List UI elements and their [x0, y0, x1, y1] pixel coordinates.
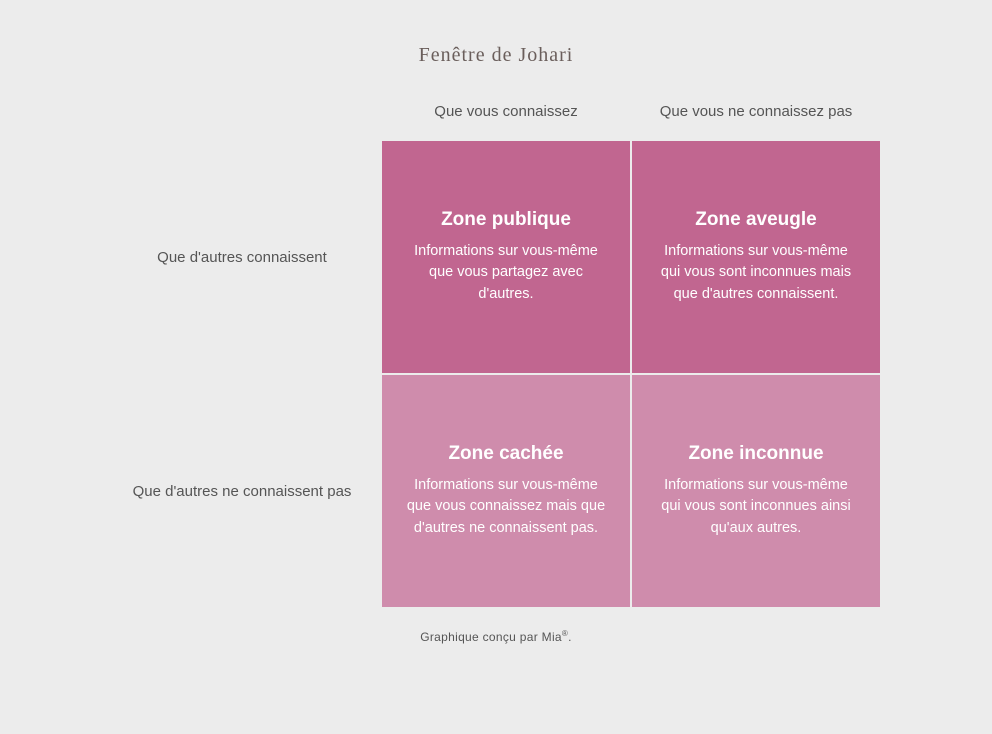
johari-grid: Que vous connaissez Que vous ne connaiss… [112, 101, 880, 607]
quadrant-unknown-title: Zone inconnue [688, 443, 823, 465]
johari-window-diagram: Fenêtre de Johari Que vous connaissez Qu… [0, 0, 992, 734]
grid-corner-spacer [112, 101, 380, 139]
quadrant-blind-title: Zone aveugle [695, 209, 816, 231]
row-header-known-to-others: Que d'autres connaissent [112, 141, 380, 373]
quadrant-unknown: Zone inconnue Informations sur vous-même… [632, 375, 880, 607]
attribution-suffix: . [568, 630, 572, 644]
quadrant-blind-desc: Informations sur vous-même qui vous sont… [654, 241, 858, 304]
quadrant-public: Zone publique Informations sur vous-même… [382, 141, 630, 373]
diagram-title: Fenêtre de Johari [419, 44, 574, 67]
quadrant-hidden: Zone cachée Informations sur vous-même q… [382, 375, 630, 607]
quadrant-hidden-title: Zone cachée [448, 443, 563, 465]
quadrant-public-desc: Informations sur vous-même que vous part… [404, 241, 608, 304]
attribution-text: Graphique conçu par Mia [420, 630, 562, 644]
row-header-unknown-to-others: Que d'autres ne connaissent pas [112, 375, 380, 607]
quadrant-unknown-desc: Informations sur vous-même qui vous sont… [654, 475, 858, 538]
diagram-attribution: Graphique conçu par Mia®. [420, 629, 572, 644]
column-header-known-to-self: Que vous connaissez [382, 101, 630, 139]
quadrant-blind: Zone aveugle Informations sur vous-même … [632, 141, 880, 373]
quadrant-hidden-desc: Informations sur vous-même que vous conn… [404, 475, 608, 538]
column-header-unknown-to-self: Que vous ne connaissez pas [632, 101, 880, 139]
quadrant-public-title: Zone publique [441, 209, 571, 231]
